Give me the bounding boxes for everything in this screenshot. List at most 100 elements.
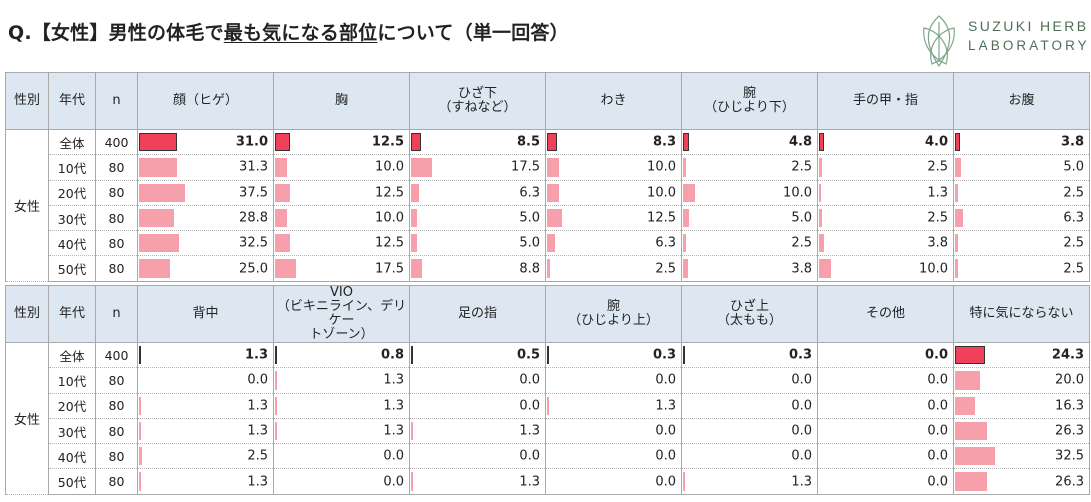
data-label: 10.0 [783, 185, 812, 201]
value-cell: 2.5 [817, 154, 954, 181]
bar [411, 158, 433, 177]
bar [139, 421, 141, 441]
value-cell: 1.3 [273, 417, 410, 445]
n-cell: 400 [95, 128, 138, 156]
column-header: VIO （ビキニライン、デリケー トゾーン） [273, 285, 410, 343]
value-cell: 17.5 [273, 255, 410, 282]
bar [683, 158, 687, 177]
data-label: 8.3 [652, 134, 676, 150]
value-cell: 1.3 [409, 468, 546, 495]
header-gender: 性別 [5, 285, 49, 343]
value-cell: 10.0 [545, 179, 682, 206]
data-label: 1.3 [247, 474, 268, 490]
value-cell: 0.3 [545, 341, 682, 369]
value-cell: 16.3 [953, 392, 1090, 419]
table-row: 20代 80 1.3 1.3 0.0 1.3 0.0 0.0 16.3 [6, 392, 1090, 419]
n-cell: 80 [95, 367, 138, 394]
value-cell: 26.3 [953, 417, 1090, 445]
header-age: 年代 [48, 285, 96, 343]
age-cell: 40代 [48, 230, 96, 257]
value-cell: 1.3 [409, 417, 546, 445]
value-cell: 25.0 [137, 255, 274, 282]
data-label: 0.0 [927, 474, 948, 490]
bar [683, 183, 696, 202]
data-label: 2.5 [791, 159, 812, 175]
data-label: 10.0 [647, 185, 676, 201]
bar [547, 183, 560, 202]
value-cell: 2.5 [545, 255, 682, 282]
n-cell: 80 [95, 154, 138, 181]
data-label: 4.8 [788, 134, 812, 150]
data-label: 10.0 [647, 159, 676, 175]
data-label: 4.0 [924, 134, 948, 150]
value-cell: 1.3 [137, 392, 274, 419]
data-label: 6.3 [1063, 210, 1084, 226]
value-cell: 4.0 [817, 128, 954, 156]
data-label: 0.0 [924, 347, 948, 363]
value-cell: 12.5 [273, 230, 410, 257]
bar [275, 421, 277, 441]
table-row: 女性 全体 400 31.0 12.5 8.5 8.3 4.8 4.0 3.8 [5, 128, 1090, 282]
value-cell: 8.5 [409, 128, 546, 156]
value-cell: 24.3 [953, 341, 1090, 369]
value-cell: 0.0 [545, 367, 682, 394]
data-label: 6.3 [519, 185, 540, 201]
value-cell: 10.0 [817, 255, 954, 282]
bar [139, 346, 141, 365]
data-label: 2.5 [1063, 235, 1084, 251]
n-cell: 80 [95, 255, 138, 282]
data-label: 10.0 [375, 159, 404, 175]
header-row: 性別 年代 n 顔（ヒゲ）胸ひざ下 （すねなど） わき腕 （ひじより下） 手の甲・指 お腹 [5, 72, 1090, 130]
data-label: 28.8 [239, 210, 268, 226]
bar [139, 447, 143, 466]
data-label: 26.3 [1055, 474, 1084, 490]
value-cell: 5.0 [409, 230, 546, 257]
bar [547, 158, 560, 177]
bar [683, 259, 688, 278]
data-label: 0.0 [927, 423, 948, 439]
table-row: 10代 80 0.0 1.3 0.0 0.0 0.0 0.0 20.0 [6, 367, 1090, 394]
gender-label: 女性 [5, 129, 49, 282]
data-label: 0.8 [380, 347, 404, 363]
data-label: 1.3 [927, 185, 948, 201]
table-row: 50代 80 25.0 17.5 8.8 2.5 3.8 10.0 2.5 [6, 255, 1090, 282]
bar [139, 208, 175, 228]
bar [819, 133, 824, 152]
data-label: 0.5 [516, 347, 540, 363]
page-title: Q.【女性】男性の体毛で最も気になる部位について（単一回答） [8, 18, 569, 45]
value-cell: 2.5 [681, 230, 818, 257]
value-cell: 10.0 [681, 179, 818, 206]
title-underlined: 最も気になる部位 [223, 22, 378, 44]
data-label: 2.5 [247, 448, 268, 464]
bar [275, 259, 297, 278]
data-label: 32.5 [239, 235, 268, 251]
age-cell: 30代 [48, 417, 96, 445]
data-label: 17.5 [511, 159, 540, 175]
value-cell: 0.5 [409, 341, 546, 369]
value-cell: 10.0 [545, 154, 682, 181]
value-cell: 0.0 [681, 443, 818, 470]
n-cell: 80 [95, 417, 138, 445]
data-label: 0.0 [655, 474, 676, 490]
bar [275, 371, 277, 390]
data-label: 1.3 [519, 423, 540, 439]
value-cell: 17.5 [409, 154, 546, 181]
table-1: 性別 年代 n 顔（ヒゲ）胸ひざ下 （すねなど） わき腕 （ひじより下） 手の甲・指 お腹女… [5, 72, 1090, 282]
bar [411, 421, 413, 441]
table-row: 40代 80 2.5 0.0 0.0 0.0 0.0 0.0 32.5 [6, 443, 1090, 470]
value-cell: 12.5 [545, 204, 682, 232]
header-n: n [95, 285, 138, 343]
column-header: 手の甲・指 [817, 72, 954, 130]
bar [683, 472, 685, 491]
data-label: 8.5 [516, 134, 540, 150]
data-label: 2.5 [927, 159, 948, 175]
table-row: 40代 80 32.5 12.5 5.0 6.3 2.5 3.8 2.5 [6, 230, 1090, 257]
column-header: 足の指 [409, 285, 546, 343]
data-label: 17.5 [375, 261, 404, 277]
data-label: 12.5 [375, 185, 404, 201]
bar [819, 183, 821, 202]
bar [955, 472, 988, 491]
value-cell: 0.0 [817, 443, 954, 470]
bar [955, 158, 962, 177]
bar [547, 346, 549, 365]
